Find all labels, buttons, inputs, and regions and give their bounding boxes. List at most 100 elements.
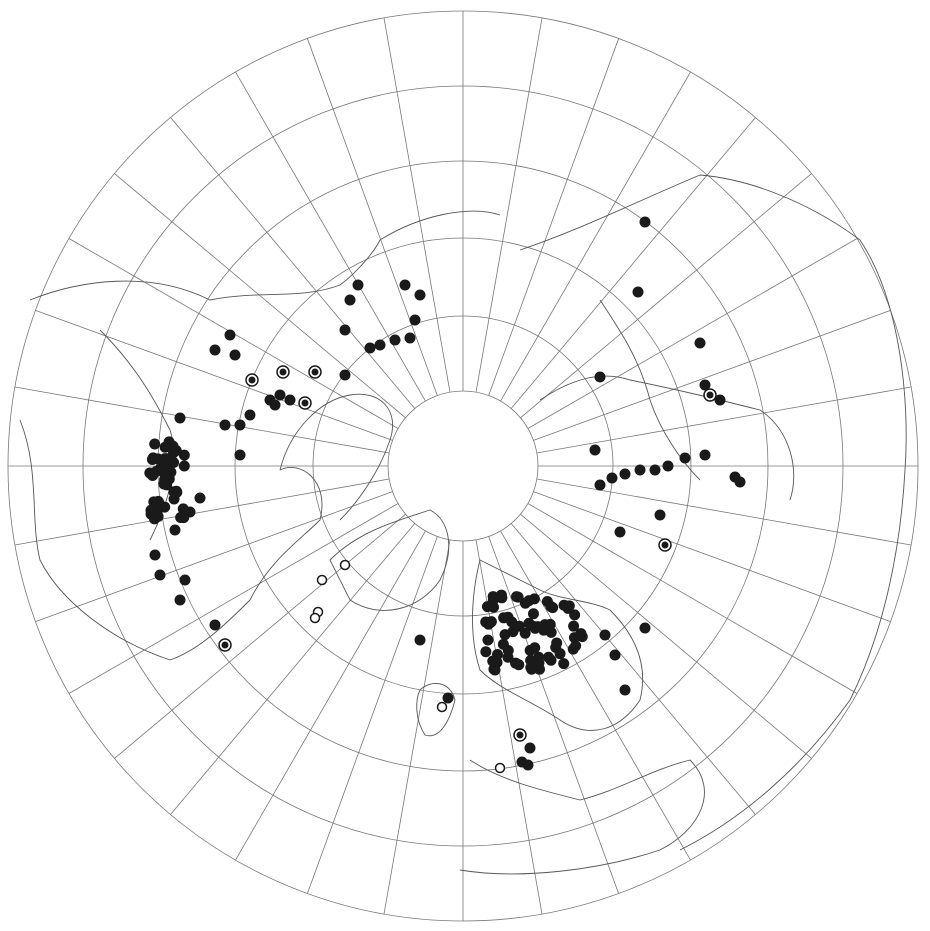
dot [679, 452, 691, 464]
dot [209, 619, 221, 631]
dot [352, 279, 364, 291]
dot [499, 629, 511, 641]
dot [160, 453, 172, 465]
meridian [35, 491, 393, 622]
dot [374, 339, 386, 351]
dot [152, 453, 164, 465]
dot [170, 445, 182, 457]
dot [224, 329, 236, 341]
dot [519, 627, 531, 639]
dot [568, 620, 580, 632]
meridian [500, 71, 691, 402]
meridian [235, 530, 426, 861]
coastline [29, 210, 501, 301]
dot [488, 601, 500, 613]
dot [734, 476, 746, 488]
coastline [329, 509, 450, 611]
dot [152, 511, 164, 523]
meridian [510, 523, 756, 815]
meridian [170, 523, 416, 815]
dot [649, 464, 661, 476]
coastline [459, 759, 705, 875]
dot [609, 649, 621, 661]
open-dot [309, 612, 321, 624]
dot [534, 663, 546, 675]
ringed-dot-center [311, 368, 319, 376]
dot [152, 495, 164, 507]
meridian [533, 491, 891, 622]
ringed-dot-center [221, 641, 229, 649]
dot [502, 644, 514, 656]
dot [594, 371, 606, 383]
meridian [475, 17, 543, 393]
dot [480, 646, 492, 658]
meridian [307, 38, 438, 396]
ringed-dot-center [516, 731, 524, 739]
dot [234, 419, 246, 431]
dot [174, 594, 186, 606]
dot [344, 294, 356, 306]
dot [510, 657, 522, 669]
meridian [533, 310, 891, 441]
dot [568, 632, 580, 644]
dot [551, 637, 563, 649]
coastline [519, 174, 907, 851]
dot [483, 618, 495, 630]
dot [404, 332, 416, 344]
meridian [114, 513, 406, 759]
dot [179, 574, 191, 586]
dot [414, 634, 426, 646]
meridian [488, 536, 619, 894]
dot [543, 651, 555, 663]
dot [175, 511, 187, 523]
dot [209, 344, 221, 356]
ringed-dot-center [279, 368, 287, 376]
dot [529, 642, 541, 654]
meridian [307, 536, 438, 894]
meridian [14, 386, 390, 454]
ringed-dot-center [661, 541, 669, 549]
dot [414, 289, 426, 301]
graticule [7, 10, 919, 922]
dot [619, 468, 631, 480]
open-dot [316, 574, 328, 586]
dot [632, 286, 644, 298]
meridian [510, 117, 756, 409]
meridian [536, 386, 912, 454]
dot [339, 369, 351, 381]
coastline [279, 393, 394, 521]
dot [527, 608, 539, 620]
open-dot [339, 559, 351, 571]
meridian [520, 513, 812, 759]
dot [599, 629, 611, 641]
dot [545, 626, 557, 638]
dot [154, 569, 166, 581]
dot [284, 394, 296, 406]
ringed-dot-center [248, 376, 256, 384]
ringed-dot-center [301, 399, 309, 407]
dot [614, 526, 626, 538]
dot [244, 409, 256, 421]
dot [234, 449, 246, 461]
meridian [527, 503, 858, 694]
meridian [235, 71, 426, 402]
dot [149, 549, 161, 561]
ringed-dot-center [706, 391, 714, 399]
dot [699, 379, 711, 391]
dot [339, 324, 351, 336]
dot [498, 612, 510, 624]
dot [149, 438, 161, 450]
dot [229, 349, 241, 361]
meridian [527, 238, 858, 429]
dot [482, 634, 494, 646]
coastline [472, 559, 644, 731]
dot [662, 460, 674, 472]
dot [714, 394, 726, 406]
dot [150, 465, 162, 477]
dot [269, 399, 281, 411]
dot [512, 591, 524, 603]
dot [194, 492, 206, 504]
dot [554, 648, 566, 660]
